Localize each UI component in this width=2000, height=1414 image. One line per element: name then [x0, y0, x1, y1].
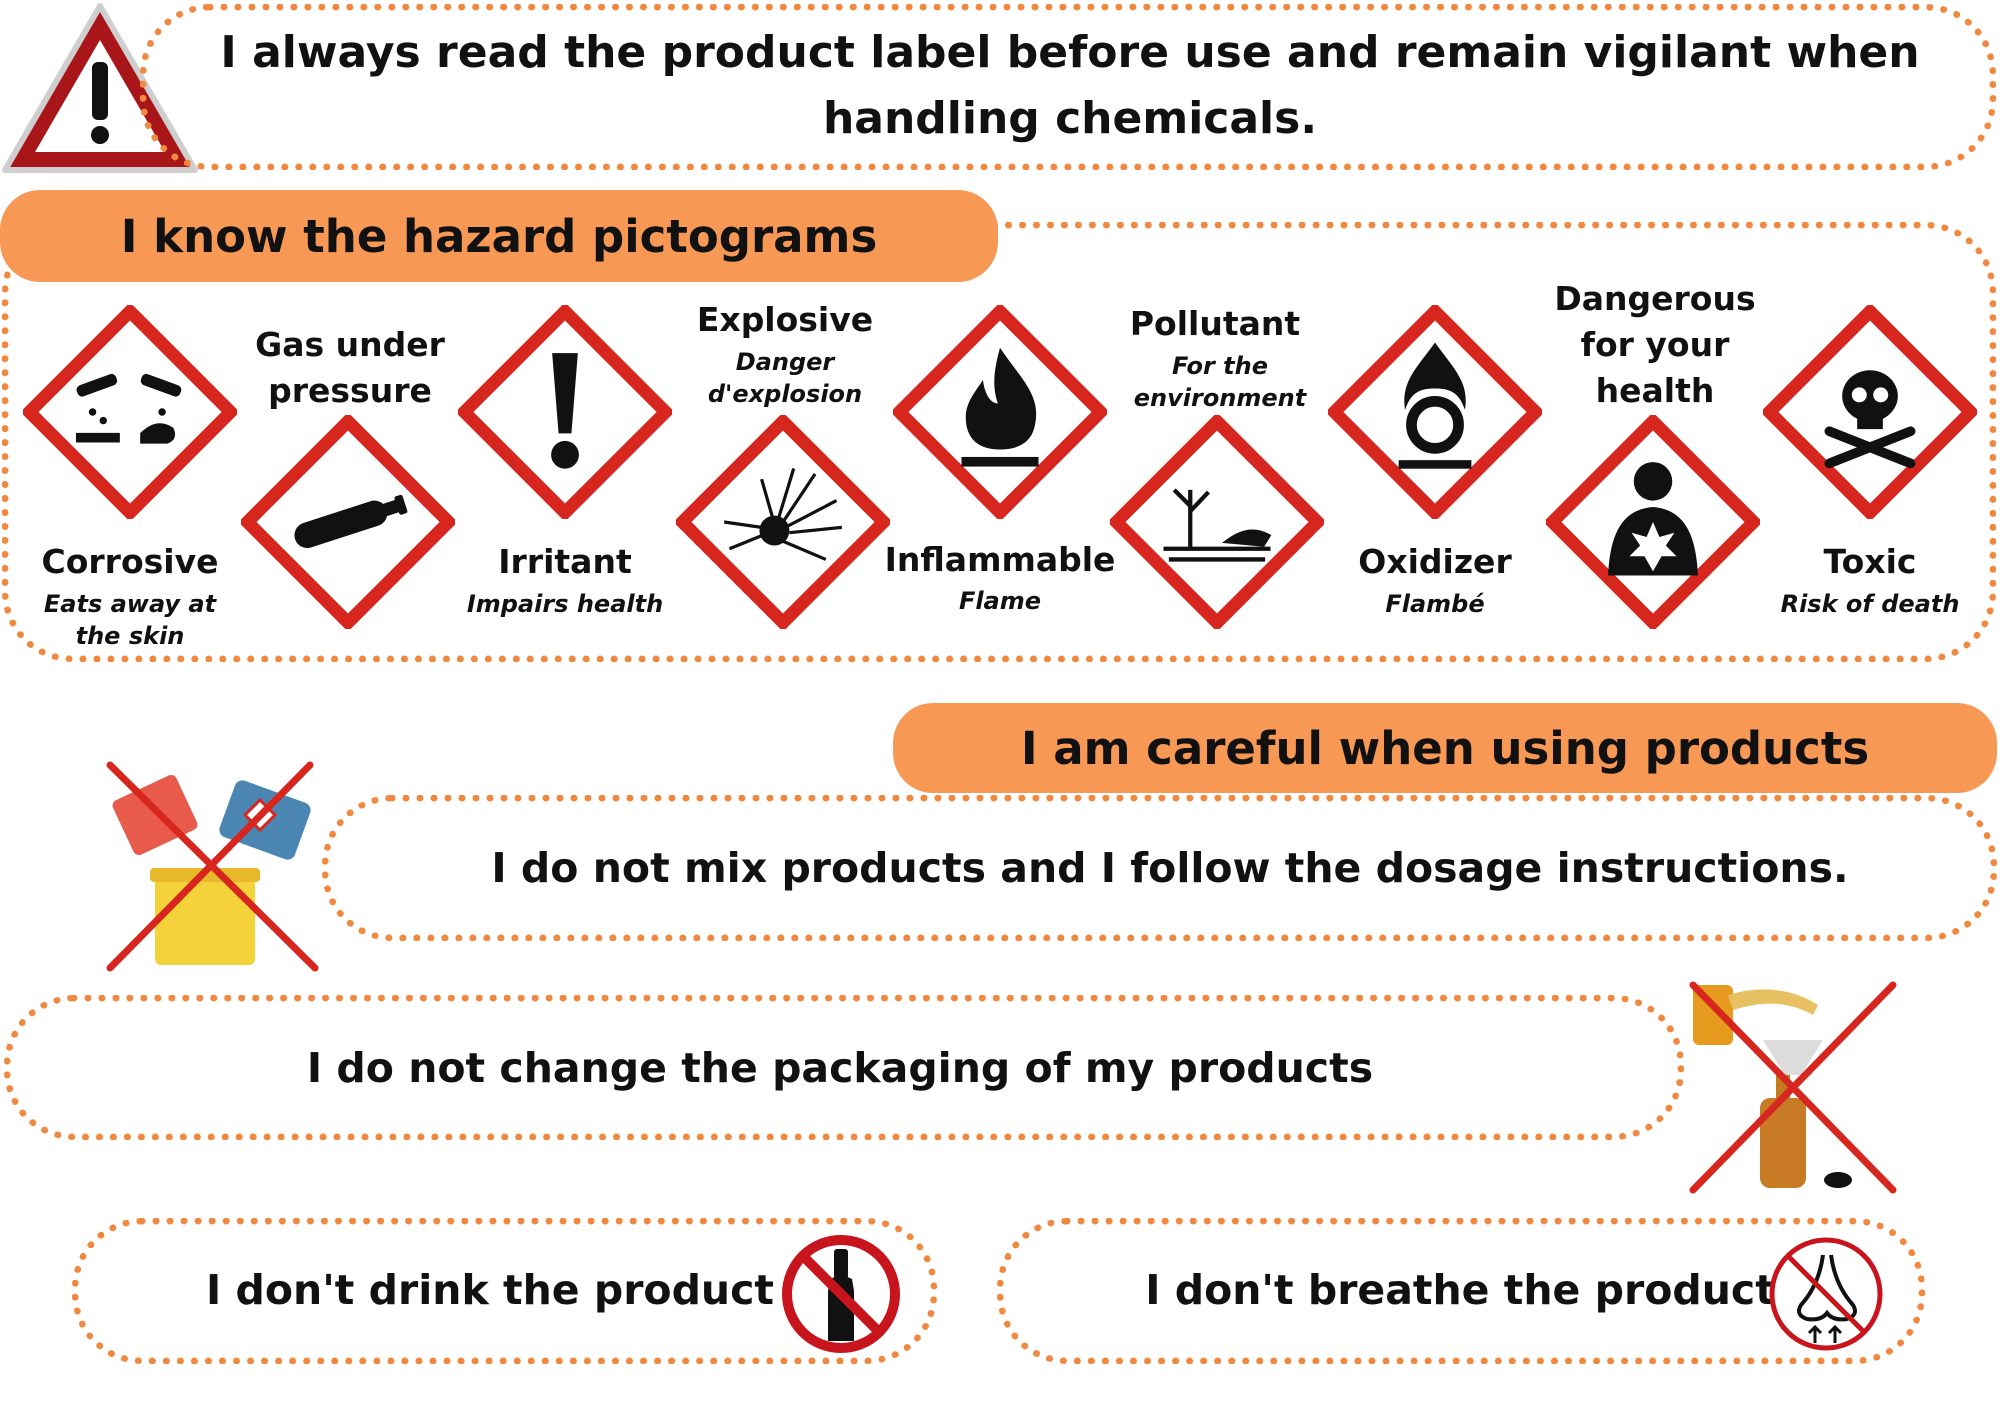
header-text: I always read the product label before u… — [220, 27, 1920, 144]
pictogram-label-oxidizer: Oxidizer — [1358, 542, 1512, 581]
exclamation-icon — [458, 305, 672, 519]
pouring-product-crossed-icon — [1688, 980, 1898, 1195]
pictogram-desc-corrosive: Eats away at the skin — [43, 590, 217, 650]
mix-instruction-box — [322, 795, 1997, 941]
breathe-instruction-box — [997, 1218, 1925, 1364]
pictogram-desc-toxic: Risk of death — [1780, 590, 1960, 618]
packaging-instruction-box — [4, 995, 1684, 1140]
no-breathing-icon — [1765, 1233, 1887, 1355]
packaging-instruction-text: I do not change the packaging of my prod… — [306, 1044, 1374, 1092]
pictogram-label-explosive: Explosive — [696, 300, 874, 339]
pictograms-title: I know the hazard pictograms — [0, 190, 998, 282]
pictogram-label-health: Dangerous for your health — [1554, 279, 1756, 410]
pictogram-label-irritant: Irritant — [498, 542, 632, 581]
flame-icon — [893, 305, 1107, 519]
pictograms-panel — [2, 222, 1996, 662]
pictogram-label-pollutant: Pollutant — [1129, 304, 1301, 343]
pictogram-desc-pollutant: For the environment — [1133, 352, 1307, 412]
header-banner — [140, 4, 1996, 170]
pictogram-desc-oxidizer: Flambé — [1385, 590, 1485, 618]
pictogram-desc-explosive: Danger d'explosion — [707, 348, 863, 408]
pictogram-label-inflammable: Inflammable — [884, 540, 1116, 579]
drink-instruction-box — [72, 1218, 937, 1364]
drink-instruction-text: I don't drink the product — [205, 1266, 775, 1314]
exploding-bomb-icon — [676, 415, 890, 629]
pictogram-label-corrosive: Corrosive — [41, 542, 219, 581]
pictogram-desc-irritant: Impairs health — [466, 590, 664, 618]
health-hazard-icon — [1546, 415, 1760, 629]
flame-over-circle-icon — [1328, 305, 1542, 519]
careful-title: I am careful when using products — [893, 703, 1997, 793]
gas-cylinder-icon — [241, 415, 455, 629]
no-drinking-icon — [780, 1233, 902, 1355]
breathe-instruction-text: I don't breathe the product — [1145, 1266, 1775, 1314]
environment-icon — [1110, 415, 1324, 629]
corrosion-icon — [23, 305, 237, 519]
mixing-products-crossed-icon — [100, 760, 320, 975]
pictogram-desc-inflammable: Flame — [958, 587, 1042, 615]
pictogram-label-gas: Gas under pressure — [255, 325, 445, 410]
pictogram-label-toxic: Toxic — [1823, 542, 1917, 581]
skull-crossbones-icon — [1763, 305, 1977, 519]
mix-instruction-text: I do not mix products and I follow the d… — [491, 844, 1849, 892]
